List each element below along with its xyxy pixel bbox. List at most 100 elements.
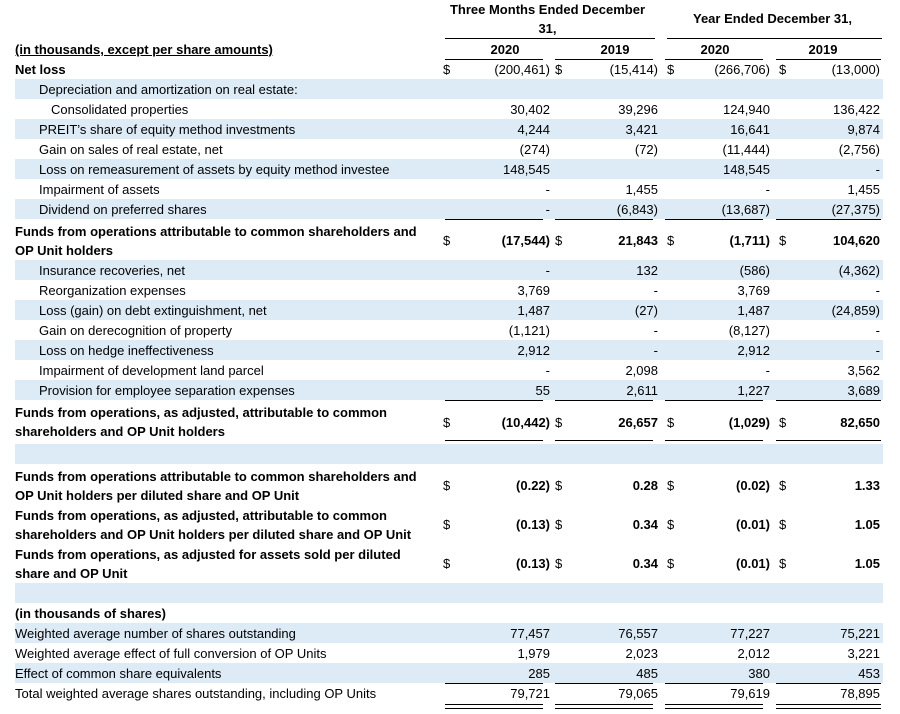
table-row: Weighted average effect of full conversi… — [15, 643, 883, 663]
cell-y2020: 124,940 — [723, 102, 770, 117]
spacer-row — [15, 583, 883, 603]
table-row: Gain on sales of real estate, net (274) … — [15, 139, 883, 159]
table-row: Impairment of development land parcel - … — [15, 360, 883, 380]
cell-y2019: 1.05 — [854, 556, 880, 571]
cell-y2019: - — [875, 283, 880, 298]
table-row: Funds from operations, as adjusted for a… — [15, 544, 883, 583]
row-units-note: (in thousands, except per share amounts)… — [15, 40, 883, 60]
cell-q2019: 2,611 — [626, 383, 658, 398]
dollar-sign: $ — [667, 233, 675, 248]
rule — [776, 219, 881, 220]
rule — [776, 400, 881, 401]
cell-y2020: 148,545 — [723, 162, 770, 177]
cell-y2019: - — [875, 343, 880, 358]
dollar-sign: $ — [555, 556, 563, 571]
dollar-sign: $ — [443, 62, 451, 77]
cell-y2019: 1.33 — [854, 478, 880, 493]
row-label: (in thousands of shares) — [15, 606, 166, 621]
double-rule — [776, 704, 881, 709]
table-row: Reorganization expenses 3,769 - 3,769 - — [15, 280, 883, 300]
cell-y2020: (13,687) — [721, 202, 770, 217]
cell-y2019: 104,620 — [833, 233, 880, 248]
dollar-sign: $ — [667, 517, 675, 532]
cell-y2019: 3,689 — [847, 383, 880, 398]
cell-q2019: - — [653, 283, 658, 298]
spacer-row — [15, 444, 883, 464]
cell-q2019: 0.34 — [632, 556, 658, 571]
cell-q2019: (15,414) — [609, 62, 658, 77]
rule — [555, 59, 653, 60]
col-2020-q: 2020 — [490, 42, 520, 57]
rule — [665, 683, 763, 684]
dollar-sign: $ — [443, 415, 451, 430]
cell-q2019: 26,657 — [618, 415, 658, 430]
table-row: Loss on remeasurement of assets by equit… — [15, 159, 883, 179]
cell-q2020: - — [545, 363, 550, 378]
cell-q2020: 148,545 — [503, 162, 550, 177]
row-label: Depreciation and amortization on real es… — [39, 82, 298, 97]
row-label: Funds from operations attributable to co… — [15, 469, 417, 503]
cell-q2020: (1,121) — [508, 323, 550, 338]
cell-y2020: 2,012 — [737, 646, 770, 661]
cell-y2019: 136,422 — [833, 102, 880, 117]
double-rule — [555, 704, 653, 709]
cell-y2020: 77,227 — [730, 626, 770, 641]
cell-q2019: 2,098 — [625, 363, 658, 378]
cell-y2020: 16,641 — [730, 122, 770, 137]
dollar-sign: $ — [667, 556, 675, 571]
dollar-sign: $ — [443, 478, 451, 493]
table-row: Funds from operations, as adjusted, attr… — [15, 505, 883, 544]
row-label: Funds from operations, as adjusted, attr… — [15, 508, 412, 542]
cell-y2020: (1,711) — [729, 233, 770, 248]
table-row: Gain on derecognition of property (1,121… — [15, 320, 883, 340]
cell-q2020: 2,912 — [517, 343, 550, 358]
rule — [445, 400, 543, 401]
dollar-sign: $ — [667, 478, 675, 493]
cell-y2019: (13,000) — [831, 62, 880, 77]
table-row: Depreciation and amortization on real es… — [15, 79, 883, 99]
cell-y2020: (0.01) — [736, 556, 770, 571]
rule — [665, 219, 763, 220]
row-label: Gain on sales of real estate, net — [39, 142, 223, 157]
units-note: (in thousands, except per share amounts) — [15, 42, 273, 57]
row-label: Gain on derecognition of property — [39, 323, 232, 338]
dollar-sign: $ — [555, 517, 563, 532]
rule — [555, 683, 653, 684]
cell-q2020: 1,487 — [517, 303, 550, 318]
row-label: Funds from operations, as adjusted, attr… — [15, 405, 387, 439]
col-2020-y: 2020 — [700, 42, 730, 57]
cell-y2019: - — [875, 323, 880, 338]
cell-q2019: (27) — [634, 303, 658, 318]
row-label: PREIT’s share of equity method investmen… — [39, 122, 296, 137]
cell-y2019: 75,221 — [840, 626, 880, 641]
cell-q2020: 79,721 — [510, 686, 550, 701]
rule — [776, 59, 881, 60]
dollar-sign: $ — [779, 517, 787, 532]
cell-q2019: - — [653, 343, 658, 358]
cell-y2020: (1,029) — [728, 415, 770, 430]
row-label: Weighted average effect of full conversi… — [15, 646, 327, 661]
dollar-sign: $ — [779, 62, 787, 77]
table-row: Provision for employee separation expens… — [15, 380, 883, 400]
rule — [555, 219, 653, 220]
row-label: Net loss — [15, 62, 66, 77]
cell-q2020: (0.13) — [516, 517, 550, 532]
cell-q2020: (200,461) — [494, 62, 550, 77]
row-label: Loss on remeasurement of assets by equit… — [39, 162, 390, 177]
row-label: Impairment of development land parcel — [39, 363, 264, 378]
cell-y2019: 9,874 — [847, 122, 880, 137]
cell-y2019: (27,375) — [831, 202, 880, 217]
row-label: Loss (gain) on debt extinguishment, net — [39, 303, 267, 318]
cell-y2020: 380 — [748, 666, 770, 681]
dollar-sign: $ — [443, 517, 451, 532]
row-label: Reorganization expenses — [39, 283, 186, 298]
table-row: (in thousands of shares) — [15, 603, 883, 623]
cell-q2020: - — [545, 182, 550, 197]
table-row: Funds from operations, as adjusted, attr… — [15, 401, 883, 441]
cell-y2020: 3,769 — [737, 283, 770, 298]
cell-q2020: (0.22) — [516, 478, 550, 493]
cell-q2020: - — [545, 263, 550, 278]
table-row: Effect of common share equivalents 285 4… — [15, 663, 883, 683]
cell-y2019: - — [875, 162, 880, 177]
rule — [445, 683, 543, 684]
